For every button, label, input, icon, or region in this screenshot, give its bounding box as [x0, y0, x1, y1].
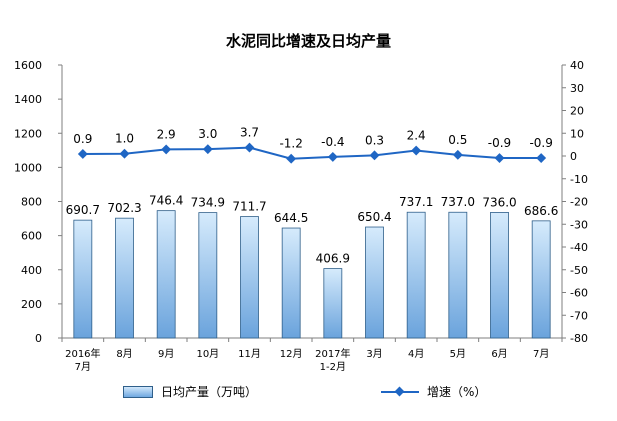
x-axis-tick-label: 7月	[75, 361, 91, 373]
right-axis-tick-label: -40	[570, 241, 588, 254]
x-axis-tick-label: 3月	[366, 348, 382, 360]
left-axis-tick-label: 1000	[14, 161, 42, 174]
growth-value-label: 0.3	[365, 133, 384, 147]
legend-bar: 日均产量（万吨）	[123, 383, 257, 400]
growth-value-label: -0.4	[321, 135, 344, 149]
right-axis-tick-label: -20	[570, 196, 588, 209]
growth-marker	[411, 145, 422, 156]
x-axis-tick-label: 1-2月	[320, 361, 346, 373]
legend-line-swatch	[381, 387, 419, 397]
right-axis-tick-label: -50	[570, 264, 588, 277]
bar-value-label: 702.3	[107, 201, 141, 215]
growth-value-label: -0.9	[488, 136, 511, 150]
x-axis-tick-label: 4月	[408, 348, 424, 360]
legend-bar-label: 日均产量（万吨）	[161, 385, 258, 399]
growth-value-label: 2.4	[407, 129, 426, 143]
x-axis-tick-label: 6月	[491, 348, 507, 360]
growth-value-label: 2.9	[157, 127, 176, 141]
growth-value-label: 3.0	[198, 127, 217, 141]
bar-value-label: 737.1	[399, 195, 433, 209]
growth-marker	[452, 149, 463, 160]
left-axis-tick-label: 800	[21, 196, 42, 209]
bar	[531, 220, 551, 339]
right-axis-tick-label: 20	[570, 105, 584, 118]
right-axis-tick-label: -30	[570, 218, 588, 231]
bar	[240, 216, 259, 339]
bar	[323, 268, 343, 339]
x-axis-tick-label: 2017年	[315, 347, 350, 360]
bar-value-label: 690.7	[66, 203, 100, 217]
left-axis-tick-label: 0	[35, 332, 42, 345]
growth-marker	[327, 151, 338, 162]
right-axis-tick-label: 40	[570, 59, 584, 72]
growth-value-label: -0.9	[529, 136, 552, 150]
right-axis-tick-label: 0	[570, 150, 577, 163]
right-axis-tick-label: 10	[570, 127, 584, 140]
growth-line	[82, 146, 542, 160]
bar	[198, 212, 218, 339]
growth-marker	[369, 150, 380, 161]
bar	[448, 211, 468, 339]
x-axis-tick-label: 2016年	[65, 347, 100, 360]
right-axis-tick-label: -70	[570, 309, 588, 322]
growth-value-label: 0.5	[448, 133, 467, 147]
bar-value-label: 650.4	[357, 210, 391, 224]
growth-value-label: 0.9	[73, 132, 92, 146]
growth-value-label: 3.7	[240, 126, 259, 140]
bar-value-label: 737.0	[441, 195, 475, 209]
left-axis-tick-label: 1600	[14, 59, 42, 72]
bar-value-label: 711.7	[232, 200, 266, 214]
right-axis-tick-label: 30	[570, 82, 584, 95]
bar-value-label: 736.0	[482, 195, 516, 209]
bar	[156, 210, 176, 339]
x-axis-tick-label: 7月	[533, 348, 549, 360]
left-axis-tick-label: 1400	[14, 93, 42, 106]
x-axis-tick-label: 10月	[196, 348, 219, 360]
growth-marker	[494, 153, 505, 163]
x-axis-tick-label: 8月	[116, 348, 132, 360]
bar	[73, 219, 93, 339]
growth-value-label: 1.0	[115, 132, 134, 146]
left-axis-tick-label: 1200	[14, 127, 42, 140]
growth-marker	[161, 144, 172, 155]
bar	[281, 227, 301, 339]
x-axis-tick-label: 11月	[238, 348, 261, 360]
x-axis-tick-label: 5月	[450, 348, 466, 360]
growth-marker	[77, 149, 88, 159]
right-axis-tick-label: -10	[570, 173, 588, 186]
growth-marker	[536, 153, 547, 163]
bar-value-label: 644.5	[274, 211, 308, 225]
bar-value-label: 746.4	[149, 194, 183, 208]
right-axis-tick-label: -60	[570, 287, 588, 300]
legend-bar-swatch	[123, 385, 153, 398]
growth-marker	[202, 144, 213, 155]
x-axis-tick-label: 9月	[158, 348, 174, 360]
bar	[406, 211, 426, 339]
growth-marker	[119, 148, 130, 159]
left-axis-tick-label: 200	[21, 298, 42, 311]
growth-value-label: -1.2	[279, 137, 302, 151]
bar	[365, 226, 384, 339]
bar	[490, 212, 509, 339]
x-axis-tick-label: 12月	[280, 348, 303, 360]
bar	[115, 217, 134, 339]
bar-value-label: 406.9	[316, 252, 350, 266]
growth-marker	[244, 142, 255, 153]
legend-line: 增速（%）	[381, 383, 486, 400]
growth-marker	[286, 153, 297, 164]
bar-value-label: 686.6	[524, 204, 558, 218]
left-axis-tick-label: 400	[21, 264, 42, 277]
right-axis-tick-label: -80	[570, 332, 588, 345]
left-axis-tick-label: 600	[21, 230, 42, 243]
bar-value-label: 734.9	[191, 196, 225, 210]
legend-line-label: 增速（%）	[427, 385, 487, 399]
chart-title: 水泥同比增速及日均产量	[225, 32, 391, 50]
